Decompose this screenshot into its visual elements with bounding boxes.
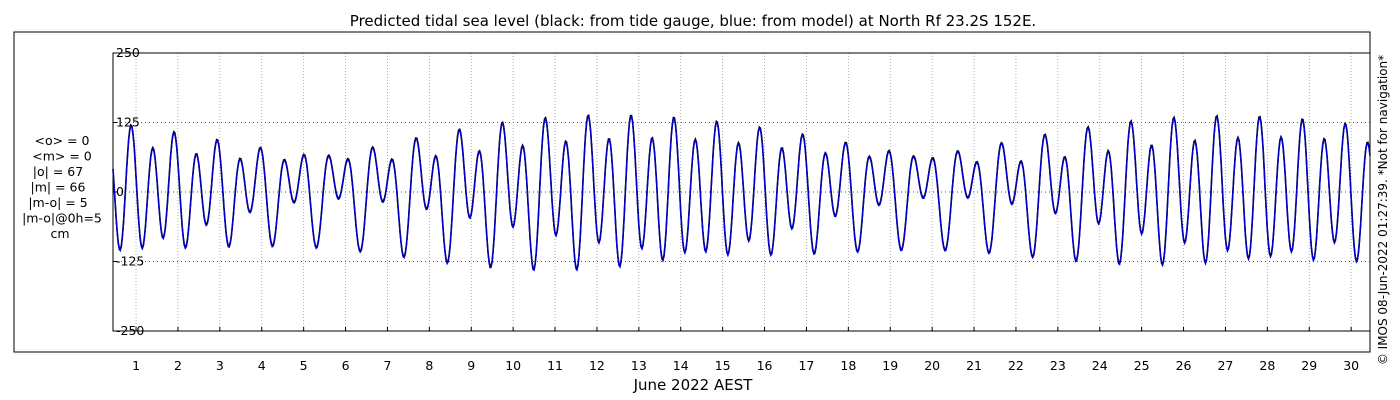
x-tick-label: 6 xyxy=(342,358,350,373)
plot-frame xyxy=(112,52,1371,332)
stat-line: <o> = 0 xyxy=(35,133,90,148)
x-tick-label: 19 xyxy=(882,358,898,373)
x-tick-label: 12 xyxy=(589,358,605,373)
stat-line: |m| = 66 xyxy=(31,180,86,195)
grid-layer xyxy=(113,52,1370,332)
series-layer xyxy=(112,113,1371,272)
x-tick-label: 15 xyxy=(715,358,731,373)
x-tick-label: 29 xyxy=(1301,358,1317,373)
y-tick-label: -250 xyxy=(116,323,144,338)
x-tick-label: 2 xyxy=(174,358,182,373)
y-tick-label: 125 xyxy=(116,115,140,130)
x-tick-label: 14 xyxy=(673,358,689,373)
x-tick-label: 11 xyxy=(547,358,563,373)
copyright-note: © IMOS 08-Jun-2022 01:27:39. *Not for na… xyxy=(1376,55,1390,365)
x-tick-label: 28 xyxy=(1259,358,1275,373)
x-tick-label: 9 xyxy=(467,358,475,373)
stats-panel: <o> = 0<m> = 0|o| = 67|m| = 66|m-o| = 5|… xyxy=(22,133,102,241)
x-tick-label: 23 xyxy=(1050,358,1066,373)
x-tick-label: 17 xyxy=(798,358,814,373)
x-tick-label: 27 xyxy=(1217,358,1233,373)
x-tick-label: 20 xyxy=(924,358,940,373)
stat-line: cm xyxy=(50,226,69,241)
x-tick-labels: 1 2 3 4 5 6 7 8 9 10 11 12 13 14 15 16 17 18 19 20 21 22 23 24 2… xyxy=(132,358,1359,373)
stat-line: <m> = 0 xyxy=(32,149,92,164)
chart-title: Predicted tidal sea level (black: from t… xyxy=(350,12,1036,30)
stat-line: |m-o| = 5 xyxy=(28,195,87,210)
x-tick-label: 3 xyxy=(216,358,224,373)
x-tick-label: 13 xyxy=(631,358,647,373)
y-tick-label: 0 xyxy=(116,184,124,199)
x-tick-label: 22 xyxy=(1008,358,1024,373)
x-tick-label: 5 xyxy=(300,358,308,373)
stat-line: |o| = 67 xyxy=(33,164,83,179)
x-tick-label: 24 xyxy=(1092,358,1108,373)
x-tick-label: 18 xyxy=(840,358,856,373)
x-axis-label: June 2022 AEST xyxy=(633,376,754,394)
x-tick-label: 1 xyxy=(132,358,140,373)
y-tick-label: 250 xyxy=(116,45,140,60)
x-tick-label: 7 xyxy=(383,358,391,373)
x-tick-label: 26 xyxy=(1176,358,1192,373)
x-tick-label: 10 xyxy=(505,358,521,373)
x-tick-label: 8 xyxy=(425,358,433,373)
axis-layer xyxy=(112,52,1371,332)
model-series-line xyxy=(112,115,1371,272)
x-tick-label: 21 xyxy=(966,358,982,373)
y-tick-label: -125 xyxy=(116,254,144,269)
stat-line: |m-o|@0h=5 xyxy=(22,211,102,226)
x-tick-label: 25 xyxy=(1134,358,1150,373)
x-tick-label: 30 xyxy=(1343,358,1359,373)
y-tick-labels: 250 125 0 -125 -250 xyxy=(116,45,144,338)
x-tick-label: 4 xyxy=(258,358,266,373)
x-tick-label: 16 xyxy=(757,358,773,373)
